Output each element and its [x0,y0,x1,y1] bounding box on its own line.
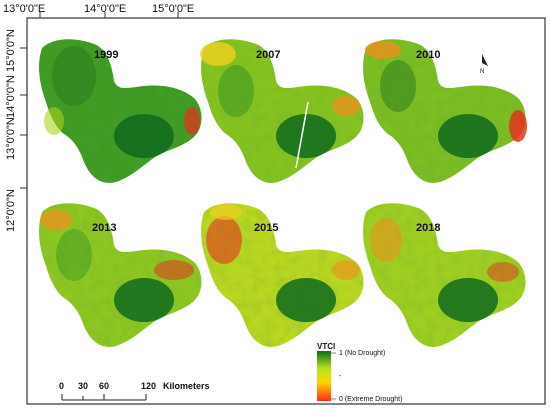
panel-year-2010: 2010 [416,49,440,61]
left-axis-label-13n: 13°0'0"N [5,117,17,160]
panel-2015: 2015 [201,203,364,347]
panel-year-2007: 2007 [256,49,280,61]
left-axis-label-12n: 12°0'0"N [5,189,17,232]
top-axis-label-13e: 13°0'0"E [3,3,45,15]
panel-year-1999: 1999 [94,49,118,61]
top-axis-label-14e: 14°0'0"E [84,3,126,15]
scale-tick-120: 120 [141,381,156,391]
vtci-legend: VTCI 1 (No Drought) - 0 (Extreme Drought… [317,342,402,403]
panel-year-2015: 2015 [254,222,278,234]
legend-min-label: 0 (Extreme Drought) [339,396,402,403]
panel-year-2013: 2013 [92,222,116,234]
panel-2010: 2010 [363,39,527,183]
north-arrow-label: N [480,69,484,75]
left-axis-label-15n: 15°0'0"N [5,29,17,72]
scale-bar: 0 30 60 120 Kilometers [59,381,210,401]
left-axis-label-14n: 14°0'0"N [5,75,17,118]
scale-unit: Kilometers [163,381,210,391]
legend-title: VTCI [317,342,335,351]
panel-1999: 1999 [39,39,202,183]
panel-year-2018: 2018 [416,222,440,234]
top-axis: 13°0'0"E 14°0'0"E 15°0'0"E [3,3,194,18]
legend-mid-label: - [339,373,342,380]
legend-color-ramp [317,351,331,401]
legend-max-label: 1 (No Drought) [339,350,385,357]
left-axis: 15°0'0"N 14°0'0"N 13°0'0"N 12°0'0"N [5,29,27,232]
north-arrow-icon [482,54,488,66]
scale-tick-0: 0 [59,381,64,391]
panel-2007: 2007 [200,39,364,183]
scale-tick-30: 30 [78,381,88,391]
map-frame [26,17,546,405]
panel-2018: 2018 [363,203,526,347]
scale-tick-60: 60 [99,381,109,391]
panel-2013: 2013 [39,203,202,347]
north-arrow: N [480,54,488,75]
top-axis-label-15e: 15°0'0"E [152,3,194,15]
year-panels: 1999 2007 2010 [39,39,527,347]
